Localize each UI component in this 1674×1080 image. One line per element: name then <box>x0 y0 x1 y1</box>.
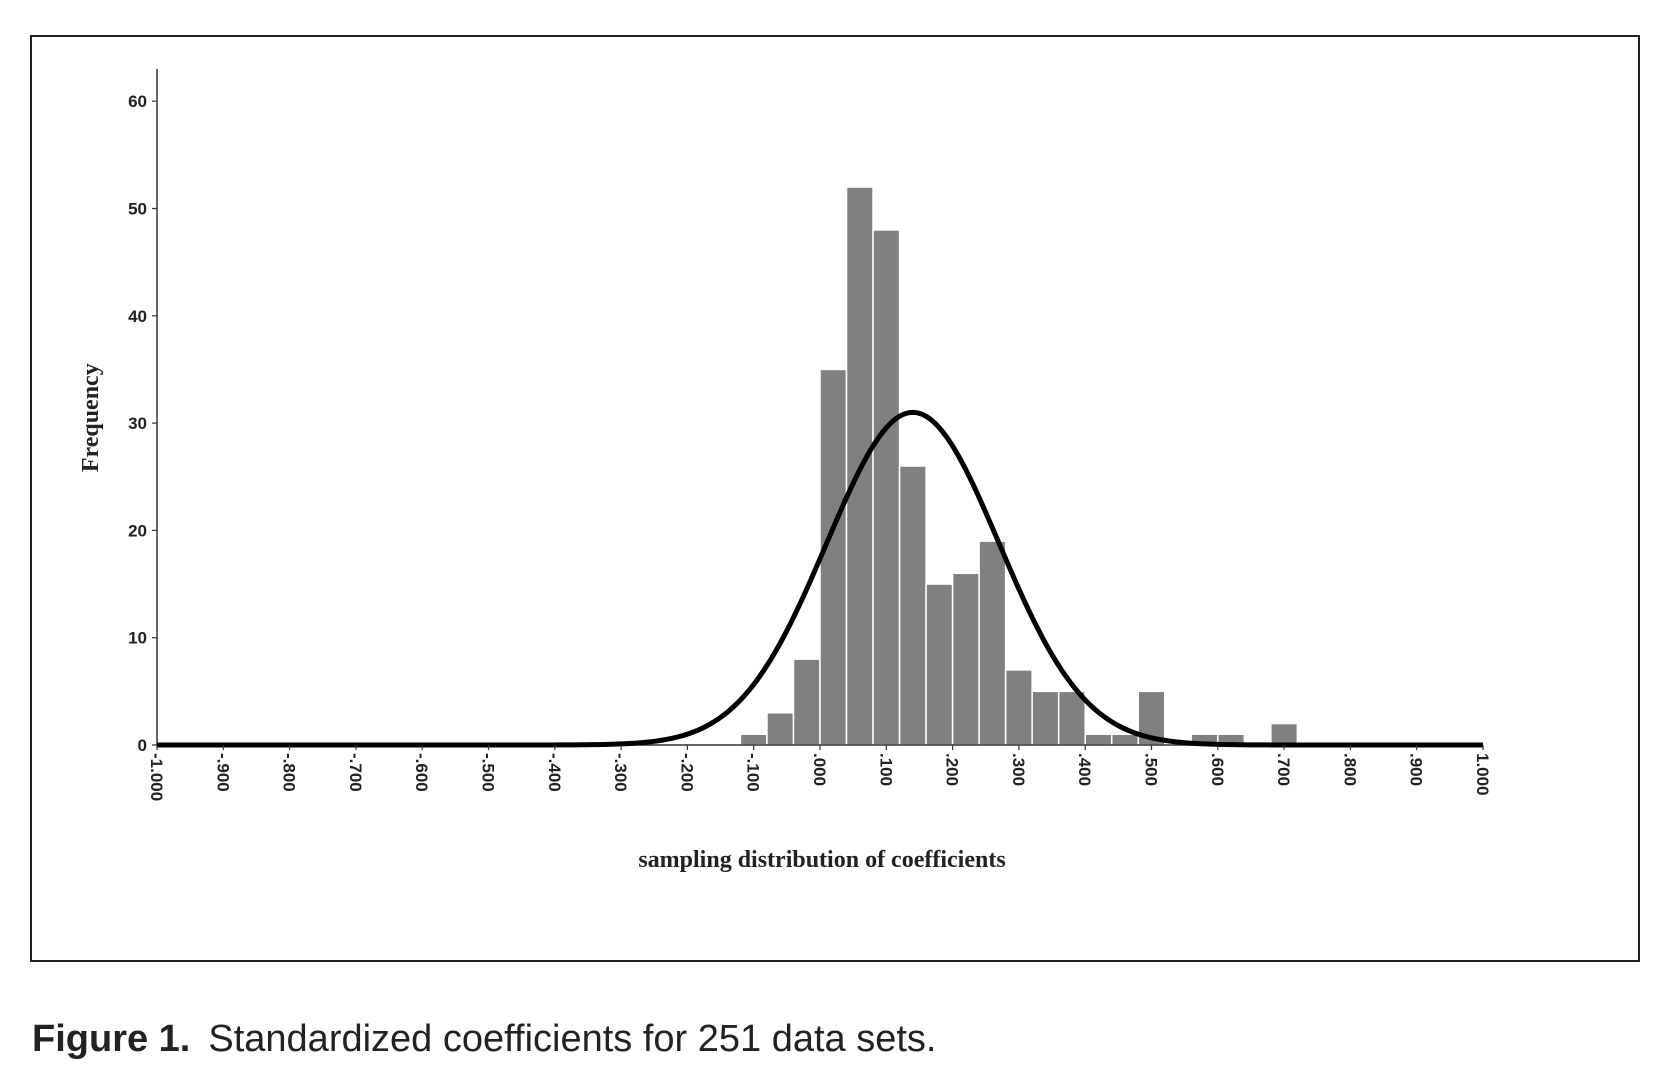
x-tick-label: 1.000 <box>1473 753 1492 796</box>
y-tick-label: 40 <box>128 307 147 326</box>
caption-text: Standardized coefficients for 251 data s… <box>208 1018 937 1060</box>
histogram-bar <box>898 465 927 746</box>
x-tick-label: .200 <box>943 753 962 786</box>
y-tick-label: 60 <box>128 92 147 111</box>
histogram-bar <box>739 733 768 746</box>
y-tick-label: 10 <box>128 629 147 648</box>
histogram-bar <box>978 540 1007 746</box>
x-tick-label: -.800 <box>280 753 299 792</box>
histogram-bar <box>819 368 848 746</box>
x-tick-label: .000 <box>810 753 829 786</box>
histogram-bar <box>1057 690 1086 746</box>
figure-frame: 0 10 20 30 40 50 60 -1.000 -.900 -.800 -.700 -.600 -… <box>30 35 1640 962</box>
histogram-bar <box>792 658 821 746</box>
curve-layer <box>157 409 1483 748</box>
x-tick-label: -.300 <box>611 753 630 792</box>
histogram-bar <box>766 712 795 746</box>
figure-caption: Figure 1. Standardized coefficients for 2… <box>32 1018 936 1061</box>
x-tick-label: -.400 <box>545 753 564 792</box>
histogram-bar <box>1004 669 1033 746</box>
x-tick-label: .900 <box>1407 753 1426 786</box>
x-tick-label: -.600 <box>412 753 431 792</box>
y-tick-label: 30 <box>128 414 147 433</box>
x-tick-label: .300 <box>1009 753 1028 786</box>
bars-layer <box>739 186 1299 746</box>
x-tick-label: -.500 <box>479 753 498 792</box>
histogram-bar <box>1110 733 1139 746</box>
x-tick-label: -.200 <box>677 753 696 792</box>
x-tick-label: -1.000 <box>147 753 166 801</box>
x-tick-label: .800 <box>1340 753 1359 786</box>
y-axis-title: Frequency <box>78 363 104 472</box>
x-tick-label: -.900 <box>213 753 232 792</box>
normal-curve <box>157 409 1483 748</box>
x-tick-label: .400 <box>1075 753 1094 786</box>
histogram-bar <box>1084 733 1113 746</box>
caption-label: Figure 1. <box>32 1018 191 1060</box>
x-tick-label: -.100 <box>744 753 763 792</box>
x-tick-label: .100 <box>876 753 895 786</box>
x-tick-label: .500 <box>1142 753 1161 786</box>
histogram-bar <box>951 572 980 746</box>
y-tick-label: 20 <box>128 521 147 540</box>
x-tick-label: .600 <box>1208 753 1227 786</box>
histogram-bar <box>1270 722 1299 746</box>
histogram-bar <box>1031 690 1060 746</box>
x-tick-label: .700 <box>1274 753 1293 786</box>
ticks-layer: 0 10 20 30 40 50 60 -1.000 -.900 -.800 -.700 -.600 -… <box>128 92 1492 801</box>
x-axis-title: sampling distribution of coefficients <box>638 847 1005 873</box>
y-tick-label: 50 <box>128 200 147 219</box>
histogram-bar <box>872 229 901 746</box>
y-tick-label: 0 <box>138 736 147 755</box>
histogram-bar <box>925 583 954 746</box>
histogram-chart: 0 10 20 30 40 50 60 -1.000 -.900 -.800 -.700 -.600 -… <box>78 69 1492 873</box>
x-tick-label: -.700 <box>346 753 365 792</box>
